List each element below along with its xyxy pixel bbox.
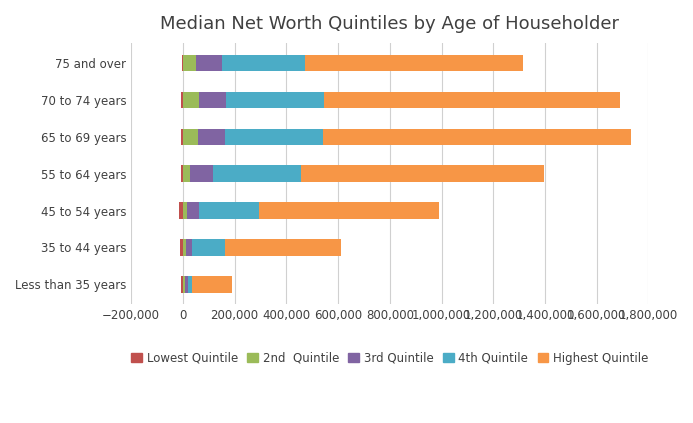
Bar bbox=[182, 129, 183, 145]
Bar bbox=[186, 239, 193, 255]
Bar bbox=[182, 55, 183, 71]
Bar bbox=[183, 276, 184, 293]
Bar bbox=[226, 92, 324, 108]
Bar bbox=[180, 239, 183, 255]
Bar bbox=[183, 129, 198, 145]
Bar bbox=[188, 276, 192, 293]
Bar bbox=[193, 239, 225, 255]
Bar bbox=[324, 92, 620, 108]
Legend: Lowest Quintile, 2nd  Quintile, 3rd Quintile, 4th Quintile, Highest Quintile: Lowest Quintile, 2nd Quintile, 3rd Quint… bbox=[127, 347, 653, 369]
Bar bbox=[187, 202, 199, 219]
Title: Median Net Worth Quintiles by Age of Householder: Median Net Worth Quintiles by Age of Hou… bbox=[160, 15, 620, 33]
Bar bbox=[196, 55, 222, 71]
Bar bbox=[199, 202, 259, 219]
Bar bbox=[182, 92, 183, 108]
Bar bbox=[181, 276, 183, 293]
Bar bbox=[183, 55, 196, 71]
Bar bbox=[222, 55, 306, 71]
Bar bbox=[179, 202, 183, 219]
Bar bbox=[306, 55, 523, 71]
Bar bbox=[192, 276, 231, 293]
Bar bbox=[183, 239, 186, 255]
Bar bbox=[259, 202, 439, 219]
Bar bbox=[198, 129, 225, 145]
Bar bbox=[225, 239, 341, 255]
Bar bbox=[183, 202, 187, 219]
Bar bbox=[190, 165, 213, 182]
Bar bbox=[323, 129, 631, 145]
Bar bbox=[184, 276, 188, 293]
Bar bbox=[183, 165, 190, 182]
Bar bbox=[301, 165, 545, 182]
Bar bbox=[225, 129, 323, 145]
Bar bbox=[213, 165, 301, 182]
Bar bbox=[183, 92, 199, 108]
Bar bbox=[181, 165, 183, 182]
Bar bbox=[199, 92, 226, 108]
